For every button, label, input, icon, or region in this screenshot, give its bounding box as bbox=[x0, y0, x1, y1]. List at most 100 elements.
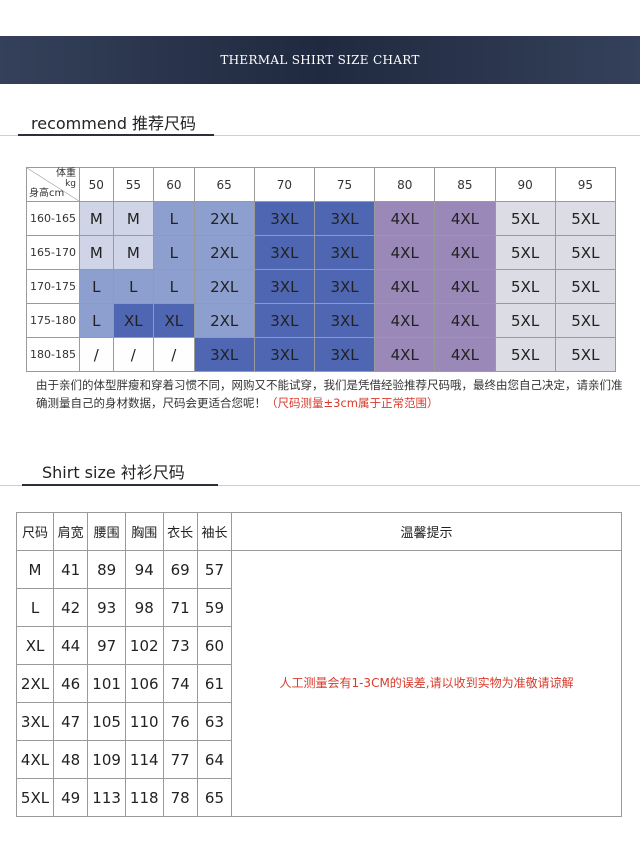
size-cell: XL bbox=[112, 303, 155, 338]
size-cell: 3XL bbox=[313, 235, 376, 270]
size-cell: 5XL bbox=[554, 201, 617, 236]
banner: THERMAL SHIRT SIZE CHART bbox=[0, 36, 640, 84]
corner-weight: 体重 bbox=[56, 168, 76, 179]
column-header: 尺码 bbox=[15, 512, 55, 551]
size-cell: 3XL bbox=[313, 337, 376, 372]
size-cell: M bbox=[79, 235, 114, 270]
table-cell: XL bbox=[15, 626, 55, 665]
size-cell: L bbox=[153, 201, 195, 236]
size-cell: 4XL bbox=[374, 269, 436, 304]
table-cell: 94 bbox=[124, 550, 164, 589]
size-cell: 5XL bbox=[494, 269, 556, 304]
size-cell: 4XL bbox=[374, 201, 436, 236]
size-cell: / bbox=[153, 337, 195, 372]
weight-header: 75 bbox=[313, 167, 376, 202]
table-cell: 77 bbox=[162, 740, 198, 779]
table-cell: 3XL bbox=[15, 702, 55, 741]
table-cell: 48 bbox=[53, 740, 89, 779]
table-header-row: 尺码 肩宽 腰围 胸围 衣长 袖长 温馨提示 bbox=[15, 512, 622, 551]
table-row: XL 44 97 102 73 60 bbox=[15, 626, 622, 665]
tip-text: 人工测量会有1-3CM的误差,请以收到实物为准敬请谅解 bbox=[231, 550, 622, 817]
corner-weight-label: 体重 kg bbox=[56, 168, 76, 190]
size-cell: XL bbox=[153, 303, 195, 338]
size-cell: M bbox=[112, 201, 155, 236]
table-cell: 44 bbox=[53, 626, 89, 665]
weight-header: 90 bbox=[494, 167, 556, 202]
size-cell: 5XL bbox=[554, 337, 617, 372]
section-title: Shirt size 衬衫尺码 bbox=[42, 463, 185, 482]
table-cell: L bbox=[15, 588, 55, 627]
table-row: 165-170 M M L 2XL 3XL 3XL 4XL 4XL 5XL 5XL bbox=[26, 235, 617, 270]
size-cell: 3XL bbox=[253, 201, 315, 236]
size-cell: 3XL bbox=[253, 337, 315, 372]
size-cell: 4XL bbox=[374, 337, 436, 372]
weight-header: 95 bbox=[554, 167, 617, 202]
height-label: 160-165 bbox=[26, 201, 80, 236]
table-cell: 71 bbox=[162, 588, 198, 627]
size-cell: 5XL bbox=[494, 235, 556, 270]
size-cell: 5XL bbox=[554, 235, 617, 270]
size-cell: M bbox=[79, 201, 114, 236]
table-cell: 110 bbox=[124, 702, 164, 741]
size-cell: 3XL bbox=[253, 269, 315, 304]
size-cell: 4XL bbox=[374, 235, 436, 270]
table-row: 180-185///3XL 3XL 3XL 4XL 4XL 5XL 5XL bbox=[26, 337, 617, 372]
column-header: 衣长 bbox=[162, 512, 198, 551]
column-header: 肩宽 bbox=[53, 512, 89, 551]
weight-header: 65 bbox=[193, 167, 255, 202]
size-cell: 5XL bbox=[554, 303, 617, 338]
section-header-recommend: recommend 推荐尺码 bbox=[0, 108, 640, 138]
table-cell: 109 bbox=[87, 740, 126, 779]
corner-height: 身高cm bbox=[29, 188, 65, 199]
size-cell: L bbox=[79, 303, 114, 338]
height-label: 170-175 bbox=[26, 269, 80, 304]
section-header-shirt: Shirt size 衬衫尺码 bbox=[0, 457, 640, 487]
column-header: 腰围 bbox=[87, 512, 126, 551]
table-cell: 97 bbox=[87, 626, 126, 665]
size-cell: 4XL bbox=[434, 269, 496, 304]
table-cell: 113 bbox=[87, 778, 126, 817]
size-cell: 3XL bbox=[193, 337, 255, 372]
size-cell: 2XL bbox=[193, 303, 255, 338]
table-cell: 105 bbox=[87, 702, 126, 741]
size-cell: 5XL bbox=[494, 303, 556, 338]
shirt-size-table: 尺码 肩宽 腰围 胸围 衣长 袖长 温馨提示 M 41 89 94 69 57 人工测量会有1-3CM的误… bbox=[15, 512, 622, 817]
table-row: 2XL 46 101 106 74 61 bbox=[15, 664, 622, 703]
table-cell: 101 bbox=[87, 664, 126, 703]
size-cell: 3XL bbox=[253, 303, 315, 338]
corner-unit: kg bbox=[65, 179, 76, 189]
column-header: 胸围 bbox=[124, 512, 164, 551]
size-cell: 3XL bbox=[313, 201, 376, 236]
table-row: L 42 93 98 71 59 bbox=[15, 588, 622, 627]
column-header: 袖长 bbox=[196, 512, 233, 551]
table-cell: 65 bbox=[196, 778, 233, 817]
table-cell: 106 bbox=[124, 664, 164, 703]
table-row: 170-175 L L L 2XL 3XL 3XL 4XL 4XL 5XL 5XL bbox=[26, 269, 617, 304]
divider bbox=[0, 485, 640, 486]
table-row: 4XL 48 109 114 77 64 bbox=[15, 740, 622, 779]
table-cell: 93 bbox=[87, 588, 126, 627]
table-row: 5XL 49 113 118 78 65 bbox=[15, 778, 622, 817]
size-cell: 5XL bbox=[554, 269, 617, 304]
table-cell: 89 bbox=[87, 550, 126, 589]
table-cell: 42 bbox=[53, 588, 89, 627]
size-cell: / bbox=[79, 337, 114, 372]
table-cell: 4XL bbox=[15, 740, 55, 779]
height-label: 165-170 bbox=[26, 235, 80, 270]
table-cell: 73 bbox=[162, 626, 198, 665]
weight-header: 70 bbox=[253, 167, 315, 202]
size-cell: 5XL bbox=[494, 201, 556, 236]
banner-title: THERMAL SHIRT SIZE CHART bbox=[220, 53, 420, 67]
table-cell: 114 bbox=[124, 740, 164, 779]
size-cell: 2XL bbox=[193, 269, 255, 304]
weight-header: 85 bbox=[434, 167, 496, 202]
table-cell: 63 bbox=[196, 702, 233, 741]
size-cell: 3XL bbox=[313, 303, 376, 338]
table-cell: 47 bbox=[53, 702, 89, 741]
column-header: 温馨提示 bbox=[231, 512, 622, 551]
table-row: 3XL 47 105 110 76 63 bbox=[15, 702, 622, 741]
weight-header: 80 bbox=[374, 167, 436, 202]
size-cell: 4XL bbox=[434, 337, 496, 372]
table-cell: 61 bbox=[196, 664, 233, 703]
size-cell: L bbox=[112, 269, 155, 304]
